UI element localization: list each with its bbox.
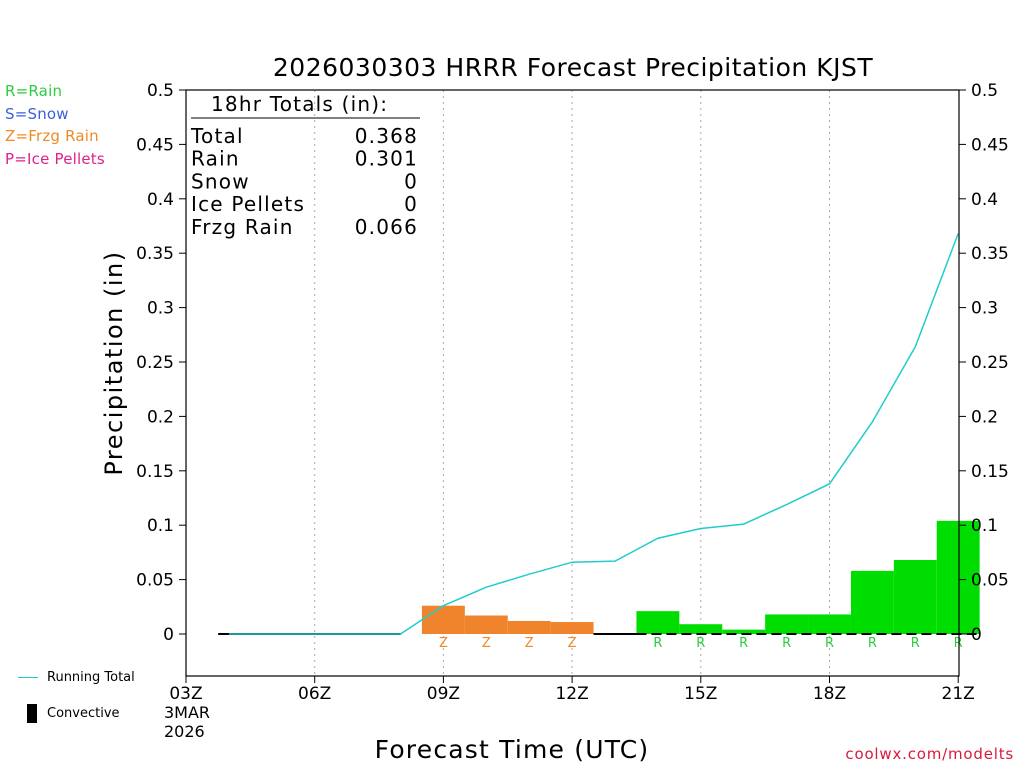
- precip-bar-3: [550, 622, 594, 634]
- legend-frzg-rain: Z=Frzg Rain: [5, 127, 99, 145]
- ytick-left-0.45: 0.45: [136, 135, 174, 155]
- ytick-left-0.05: 0.05: [136, 571, 174, 591]
- type-marker-11: R: [954, 636, 963, 651]
- ytick-left-0.25: 0.25: [136, 353, 174, 373]
- totals-value-0: 0.368: [355, 124, 418, 148]
- precip-bar-10: [893, 560, 937, 634]
- totals-label-2: Snow: [191, 169, 250, 193]
- ytick-right-0.35: 0.35: [971, 244, 1009, 264]
- ytick-left-0.15: 0.15: [136, 462, 174, 482]
- totals-value-2: 0: [404, 169, 418, 193]
- precip-bar-2: [507, 620, 551, 634]
- xtick-21Z: 21Z: [942, 684, 975, 704]
- xtick-12Z: 12Z: [555, 684, 588, 704]
- type-marker-8: R: [825, 636, 834, 651]
- x-axis-label: Forecast Time (UTC): [375, 735, 650, 764]
- y-axis-label: Precipitation (in): [100, 250, 128, 475]
- totals-label-1: Rain: [191, 147, 240, 171]
- ytick-left-0.4: 0.4: [147, 190, 174, 210]
- totals-header: 18hr Totals (in):: [211, 92, 388, 116]
- convective-swatch: [27, 704, 37, 723]
- precip-bar-9: [850, 570, 894, 634]
- type-marker-7: R: [782, 636, 791, 651]
- ytick-left-0.3: 0.3: [147, 299, 174, 319]
- type-marker-4: R: [653, 636, 662, 651]
- precip-bar-1: [464, 615, 508, 634]
- xdate-line-1: 2026: [164, 722, 205, 741]
- xdate-line-0: 3MAR: [164, 703, 210, 722]
- totals-rows: Total 0.368 Rain 0.301 Snow 0 Ice Pellets 0 Frzg…: [190, 124, 418, 239]
- ytick-right-0.1: 0.1: [971, 516, 998, 536]
- totals-box: 18hr Totals (in): Total 0.368 Rain 0.301 Sno…: [190, 92, 420, 239]
- xtick-06Z: 06Z: [298, 684, 331, 704]
- totals-value-4: 0.066: [355, 215, 418, 239]
- ytick-right-0: 0: [971, 625, 982, 645]
- running-total-legend-label: Running Total: [47, 670, 135, 685]
- credit-link[interactable]: coolwx.com/modelts: [845, 745, 1014, 763]
- ytick-left-0.35: 0.35: [136, 244, 174, 264]
- type-marker-1: Z: [482, 636, 491, 651]
- ytick-left-0: 0: [163, 625, 174, 645]
- precip-bar-4: [636, 611, 680, 634]
- running-total-polyline: [228, 233, 959, 635]
- y-axis-right: 0 0.05 0.1 0.15 0.2 0.25 0.3 0.35 0.4 0.45 0.5: [959, 81, 1009, 645]
- legend-rain: R=Rain: [5, 82, 63, 100]
- ytick-right-0.2: 0.2: [971, 407, 998, 427]
- precip-bar-0: [421, 605, 465, 634]
- totals-label-4: Frzg Rain: [191, 215, 294, 239]
- ytick-left-0.1: 0.1: [147, 516, 174, 536]
- ytick-right-0.45: 0.45: [971, 135, 1009, 155]
- running-total-swatch: [18, 677, 38, 678]
- type-marker-5: R: [696, 636, 705, 651]
- totals-value-3: 0: [404, 192, 418, 216]
- precip-bar-7: [765, 614, 809, 634]
- xtick-03Z: 03Z: [169, 684, 202, 704]
- ytick-right-0.15: 0.15: [971, 462, 1009, 482]
- type-marker-0: Z: [439, 636, 448, 651]
- type-marker-6: R: [739, 636, 748, 651]
- precip-bar-11: [936, 520, 980, 634]
- type-marker-9: R: [868, 636, 877, 651]
- type-marker-10: R: [911, 636, 920, 651]
- xtick-09Z: 09Z: [427, 684, 460, 704]
- ytick-right-0.4: 0.4: [971, 190, 998, 210]
- xtick-18Z: 18Z: [813, 684, 846, 704]
- precip-bar-6: [722, 629, 766, 634]
- convective-legend-label: Convective: [47, 706, 120, 721]
- precip-bar-5: [679, 624, 723, 634]
- legend-ice-pellets: P=Ice Pellets: [5, 150, 105, 168]
- ytick-right-0.25: 0.25: [971, 353, 1009, 373]
- running-total-line: [228, 233, 959, 635]
- type-marker-3: Z: [568, 636, 577, 651]
- totals-label-0: Total: [190, 124, 244, 148]
- totals-label-3: Ice Pellets: [191, 192, 305, 216]
- precip-bar-8: [808, 614, 851, 634]
- type-marker-2: Z: [525, 636, 534, 651]
- gridlines: [314, 90, 830, 676]
- chart-title: 2026030303 HRRR Forecast Precipitation K…: [273, 53, 873, 82]
- totals-value-1: 0.301: [355, 147, 418, 171]
- xtick-15Z: 15Z: [684, 684, 717, 704]
- ytick-right-0.5: 0.5: [971, 81, 998, 101]
- y-axis-left: 0 0.05 0.1 0.15 0.2 0.25 0.3 0.35 0.4 0.45 0.5: [136, 81, 186, 645]
- bars: [421, 520, 980, 634]
- ytick-left-0.2: 0.2: [147, 407, 174, 427]
- legend-snow: S=Snow: [5, 105, 69, 123]
- ytick-left-0.5: 0.5: [147, 81, 174, 101]
- ytick-right-0.3: 0.3: [971, 299, 998, 319]
- ytick-right-0.05: 0.05: [971, 571, 1009, 591]
